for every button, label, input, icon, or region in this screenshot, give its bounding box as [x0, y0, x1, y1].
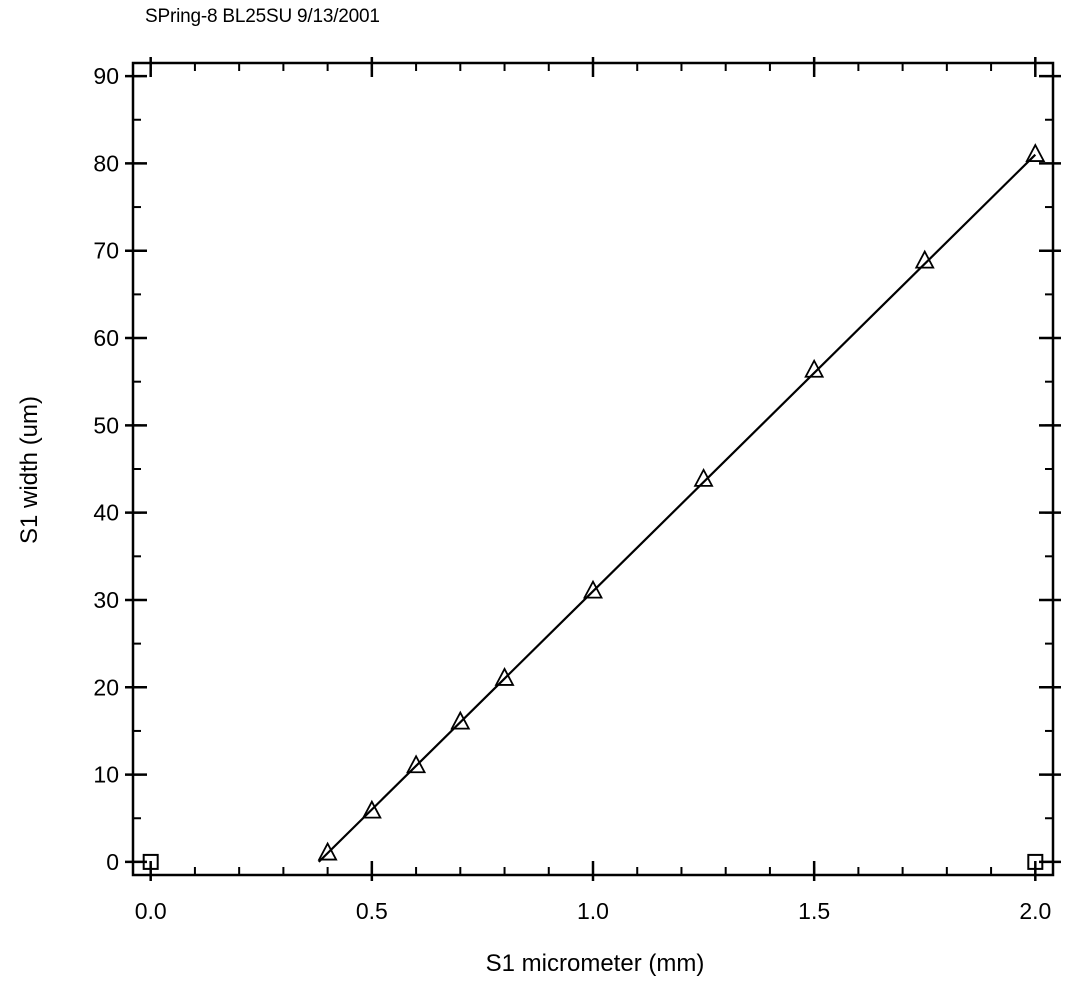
- y-tick-label: 20: [93, 674, 119, 700]
- data-point-square: [1027, 853, 1044, 870]
- y-tick-label: 80: [93, 150, 119, 176]
- data-point-triangle: [804, 358, 825, 378]
- x-tick-label: 0.5: [356, 898, 388, 924]
- data-point-triangle: [914, 249, 935, 269]
- x-tick-label: 2.0: [1019, 898, 1051, 924]
- data-point-triangle: [406, 754, 427, 774]
- y-tick-label: 30: [93, 587, 119, 613]
- header-note: SPring-8 BL25SU 9/13/2001: [145, 6, 380, 27]
- x-tick-label: 0.0: [135, 898, 167, 924]
- data-point-triangle: [361, 799, 382, 819]
- fit-line: [317, 153, 1037, 863]
- y-tick-label: 0: [106, 849, 119, 875]
- x-tick-label: 1.5: [798, 898, 830, 924]
- x-tick-label: 1.0: [577, 898, 609, 924]
- x-axis-title: S1 micrometer (mm): [485, 950, 705, 977]
- y-tick-label: 70: [93, 238, 119, 264]
- y-tick-label: 90: [93, 63, 119, 89]
- data-point-triangle: [583, 579, 603, 599]
- y-tick-label: 50: [93, 412, 119, 438]
- y-axis-title: S1 width (um): [16, 395, 43, 545]
- data-point-square: [142, 853, 159, 870]
- y-tick-label: 60: [93, 325, 119, 351]
- data-point-triangle: [317, 841, 338, 861]
- y-tick-label: 10: [93, 762, 119, 788]
- data-point-triangle: [1025, 143, 1046, 162]
- data-point-triangle: [450, 710, 471, 730]
- plot-frame: [131, 61, 1055, 877]
- y-tick-label: 40: [93, 500, 119, 526]
- data-point-triangle: [693, 467, 714, 487]
- data-point-triangle: [494, 667, 515, 686]
